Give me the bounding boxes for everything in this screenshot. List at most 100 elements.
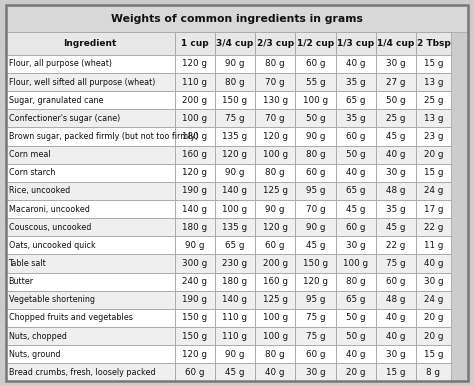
Bar	[6, 32, 174, 55]
Bar	[416, 109, 451, 127]
Bar	[6, 273, 174, 291]
Text: 35 g: 35 g	[386, 205, 406, 213]
Bar	[416, 32, 451, 55]
Bar	[295, 345, 336, 363]
Text: 140 g: 140 g	[222, 295, 247, 304]
Bar	[6, 32, 174, 55]
Text: Couscous, uncooked: Couscous, uncooked	[9, 223, 91, 232]
Bar	[295, 109, 336, 127]
Bar	[376, 291, 416, 309]
Bar	[255, 327, 295, 345]
Bar	[416, 91, 451, 109]
Bar	[174, 32, 215, 55]
Bar	[255, 273, 295, 291]
Bar	[255, 91, 295, 109]
Text: 140 g: 140 g	[222, 186, 247, 195]
Bar	[215, 254, 255, 273]
Text: 80 g: 80 g	[306, 150, 325, 159]
Text: 65 g: 65 g	[225, 241, 245, 250]
Bar	[255, 273, 295, 291]
Bar	[336, 309, 376, 327]
Bar	[416, 327, 451, 345]
Text: 300 g: 300 g	[182, 259, 207, 268]
Text: 150 g: 150 g	[303, 259, 328, 268]
Bar	[336, 182, 376, 200]
Bar	[376, 91, 416, 109]
Text: 150 g: 150 g	[222, 96, 247, 105]
Bar	[174, 127, 215, 146]
Text: 230 g: 230 g	[222, 259, 247, 268]
Text: 95 g: 95 g	[306, 186, 325, 195]
Bar	[6, 363, 174, 381]
Bar	[416, 109, 451, 127]
Bar	[215, 309, 255, 327]
Bar	[416, 32, 451, 55]
Text: 160 g: 160 g	[182, 150, 207, 159]
Bar	[295, 254, 336, 273]
Bar	[295, 32, 336, 55]
Bar	[336, 236, 376, 254]
Bar	[376, 109, 416, 127]
Bar	[6, 109, 174, 127]
Bar	[416, 164, 451, 182]
Bar	[295, 200, 336, 218]
Bar	[215, 182, 255, 200]
Text: 24 g: 24 g	[424, 295, 443, 304]
Bar	[376, 164, 416, 182]
Text: 40 g: 40 g	[265, 368, 285, 377]
Bar	[215, 91, 255, 109]
Text: 60 g: 60 g	[265, 241, 285, 250]
Bar	[376, 218, 416, 236]
Text: 25 g: 25 g	[386, 114, 406, 123]
Text: 20 g: 20 g	[346, 368, 365, 377]
Bar	[215, 327, 255, 345]
Bar	[255, 345, 295, 363]
Text: 48 g: 48 g	[386, 295, 406, 304]
Text: 40 g: 40 g	[346, 168, 365, 177]
Bar	[376, 146, 416, 164]
Bar	[215, 109, 255, 127]
Text: 240 g: 240 g	[182, 277, 207, 286]
Bar	[255, 109, 295, 127]
Bar	[174, 200, 215, 218]
Text: 180 g: 180 g	[182, 223, 207, 232]
Text: 90 g: 90 g	[225, 59, 245, 68]
Bar	[6, 182, 174, 200]
Text: 3/4 cup: 3/4 cup	[216, 39, 254, 48]
Bar	[255, 345, 295, 363]
Bar	[416, 55, 451, 73]
Bar	[376, 254, 416, 273]
Bar	[376, 273, 416, 291]
Bar	[376, 91, 416, 109]
Text: Weights of common ingredients in grams: Weights of common ingredients in grams	[111, 14, 363, 24]
Bar	[336, 164, 376, 182]
Bar	[376, 55, 416, 73]
Bar	[6, 182, 174, 200]
Text: 60 g: 60 g	[185, 368, 204, 377]
Bar	[376, 73, 416, 91]
Text: 60 g: 60 g	[306, 59, 325, 68]
Bar	[336, 73, 376, 91]
Bar	[6, 291, 174, 309]
Text: Corn meal: Corn meal	[9, 150, 50, 159]
Bar	[174, 236, 215, 254]
Text: 40 g: 40 g	[386, 332, 406, 340]
Bar	[174, 73, 215, 91]
Text: 35 g: 35 g	[346, 78, 365, 86]
Text: 48 g: 48 g	[386, 186, 406, 195]
Bar	[295, 291, 336, 309]
Text: 22 g: 22 g	[424, 223, 443, 232]
Bar	[295, 236, 336, 254]
Bar	[174, 345, 215, 363]
Bar	[255, 254, 295, 273]
Text: Sugar, granulated cane: Sugar, granulated cane	[9, 96, 103, 105]
Text: 140 g: 140 g	[182, 205, 207, 213]
Bar	[295, 291, 336, 309]
Text: 90 g: 90 g	[306, 132, 325, 141]
Text: 45 g: 45 g	[306, 241, 325, 250]
Text: 35 g: 35 g	[346, 114, 365, 123]
Bar	[416, 182, 451, 200]
Bar	[6, 73, 174, 91]
Bar	[416, 309, 451, 327]
Bar	[255, 127, 295, 146]
